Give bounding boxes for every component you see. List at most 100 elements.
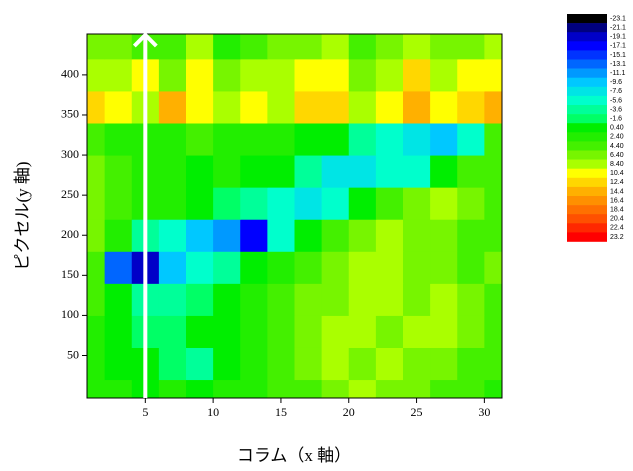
heat-cell bbox=[104, 347, 133, 381]
heat-cell bbox=[104, 187, 133, 220]
y-tick-label: 300 bbox=[61, 147, 79, 161]
heat-cell bbox=[321, 219, 350, 252]
heat-cell bbox=[87, 283, 106, 316]
y-tick-label: 400 bbox=[61, 67, 79, 81]
heat-cell bbox=[87, 347, 106, 381]
heat-cell bbox=[375, 90, 404, 124]
heat-cell bbox=[267, 283, 295, 316]
heat-cell bbox=[213, 122, 241, 156]
heat-cell bbox=[294, 251, 323, 284]
heat-cell bbox=[457, 122, 485, 156]
heat-cell bbox=[321, 58, 350, 92]
x-tick-label: 25 bbox=[411, 405, 423, 419]
heat-cell bbox=[484, 315, 502, 348]
heat-cell bbox=[240, 155, 268, 188]
y-tick-label: 100 bbox=[61, 307, 79, 321]
heat-cell bbox=[321, 122, 350, 156]
heat-cell bbox=[430, 155, 458, 188]
heat-cell bbox=[457, 283, 485, 316]
y-tick-label: 250 bbox=[61, 187, 79, 201]
heat-cell bbox=[430, 347, 458, 381]
colorbar-label: -1.6 bbox=[610, 115, 622, 122]
heatmap bbox=[87, 34, 502, 398]
heat-cell bbox=[375, 187, 404, 220]
heat-cell bbox=[104, 34, 133, 60]
heat-cell bbox=[484, 90, 502, 124]
heat-cell bbox=[186, 122, 214, 156]
heat-cell bbox=[240, 379, 268, 398]
heat-cell bbox=[87, 58, 106, 92]
heat-cell bbox=[87, 90, 106, 124]
heat-cell bbox=[294, 155, 323, 188]
heat-cell bbox=[104, 90, 133, 124]
heat-cell bbox=[430, 219, 458, 252]
heat-cell bbox=[267, 219, 295, 252]
heat-cell bbox=[213, 219, 241, 252]
heat-cell bbox=[484, 347, 502, 381]
heat-cell bbox=[267, 347, 295, 381]
heat-cell bbox=[484, 187, 502, 220]
colorbar-label: -5.6 bbox=[610, 97, 622, 104]
heat-cell bbox=[267, 58, 295, 92]
colorbar-label: -19.1 bbox=[610, 34, 626, 41]
heat-cell bbox=[321, 34, 350, 60]
heat-cell bbox=[375, 58, 404, 92]
heat-cell bbox=[402, 90, 431, 124]
colorbar-label: -21.1 bbox=[610, 24, 626, 31]
colorbar-label: -13.1 bbox=[610, 61, 626, 68]
colorbar-band bbox=[567, 150, 607, 160]
heat-cell bbox=[158, 58, 187, 92]
heat-cell bbox=[294, 347, 323, 381]
heat-cell bbox=[348, 155, 377, 188]
x-tick-label: 5 bbox=[142, 405, 148, 419]
colorbar-label: -7.6 bbox=[610, 88, 622, 95]
heat-cell bbox=[267, 34, 295, 60]
colorbar-label: -15.1 bbox=[610, 52, 626, 59]
colorbar-label: 8.40 bbox=[610, 161, 624, 168]
heat-cell bbox=[240, 58, 268, 92]
colorbar-band bbox=[567, 32, 607, 42]
heat-cell bbox=[348, 283, 377, 316]
colorbar-label: 2.40 bbox=[610, 134, 624, 141]
heat-cell bbox=[457, 315, 485, 348]
colorbar-label: 10.4 bbox=[610, 170, 624, 177]
heat-cell bbox=[430, 187, 458, 220]
heat-cell bbox=[430, 283, 458, 316]
heat-cell bbox=[348, 315, 377, 348]
x-tick-label: 30 bbox=[478, 405, 490, 419]
heat-cell bbox=[457, 34, 485, 60]
heat-cell bbox=[158, 315, 187, 348]
colorbar-label: 22.4 bbox=[610, 225, 624, 232]
heat-cell bbox=[213, 379, 241, 398]
colorbar-label: -11.1 bbox=[610, 70, 626, 77]
x-tick-label: 20 bbox=[343, 405, 355, 419]
heat-cell bbox=[87, 251, 106, 284]
colorbar-band bbox=[567, 50, 607, 60]
heat-cell bbox=[87, 34, 106, 60]
heat-cell bbox=[294, 379, 323, 398]
y-tick-label: 50 bbox=[67, 347, 79, 361]
heat-cell bbox=[294, 315, 323, 348]
heat-cell bbox=[294, 122, 323, 156]
heat-cell bbox=[375, 251, 404, 284]
heat-cell bbox=[240, 283, 268, 316]
heat-cell bbox=[158, 219, 187, 252]
colorbar-band bbox=[567, 59, 607, 69]
heat-cell bbox=[186, 251, 214, 284]
heat-cell bbox=[87, 315, 106, 348]
heat-cell bbox=[104, 283, 133, 316]
heat-cell bbox=[402, 219, 431, 252]
heat-cell bbox=[402, 187, 431, 220]
colorbar-label: 16.4 bbox=[610, 197, 624, 204]
plot-frame bbox=[86, 33, 503, 399]
heat-cell bbox=[158, 283, 187, 316]
colorbar-band bbox=[567, 14, 607, 24]
heat-cell bbox=[104, 315, 133, 348]
heat-cell bbox=[186, 187, 214, 220]
heat-cell bbox=[158, 155, 187, 188]
heat-cell bbox=[402, 283, 431, 316]
heat-cell bbox=[457, 90, 485, 124]
colorbar-band bbox=[567, 141, 607, 151]
heat-cell bbox=[484, 219, 502, 252]
colorbar-band bbox=[567, 68, 607, 78]
